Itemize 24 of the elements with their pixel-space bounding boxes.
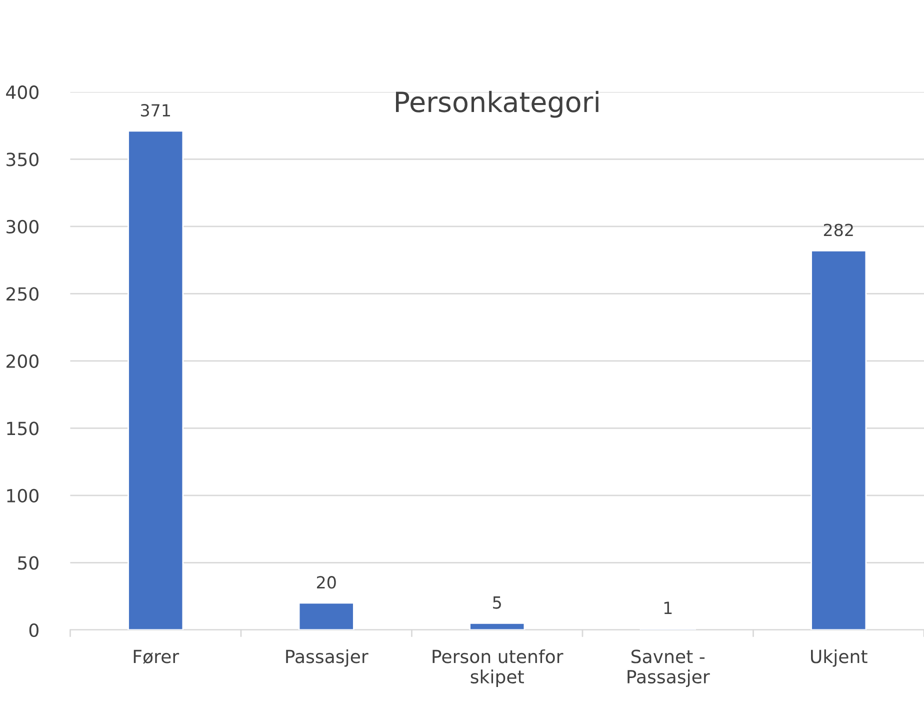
x-tick-label: Savnet - Passasjer: [628, 650, 710, 688]
x-tick-label: Person utenfor skipet: [432, 649, 564, 688]
bar: [810, 250, 867, 630]
data-label: 5: [493, 596, 501, 609]
x-tick-label: Passasjer: [286, 649, 368, 667]
y-tick-label: 100: [7, 488, 38, 503]
y-tick-label: 250: [6, 287, 38, 301]
y-tick-label: 150: [7, 422, 38, 436]
data-label: 20: [316, 576, 336, 589]
chart-title: Personkategori: [396, 90, 598, 118]
y-tick-label: 350: [6, 152, 38, 166]
bar: [469, 622, 526, 630]
data-label: 371: [140, 104, 170, 117]
y-tick-label: 0: [29, 623, 38, 637]
y-tick-label: 200: [6, 354, 38, 368]
x-tick-label: Ukjent: [811, 649, 868, 667]
x-tick-label: Fører: [134, 650, 180, 664]
y-tick-label: 400: [6, 85, 38, 100]
bar: [128, 130, 184, 630]
y-tick-label: 300: [6, 220, 38, 234]
bar: [298, 602, 354, 630]
data-label: 1: [664, 602, 672, 614]
y-tick-label: 50: [18, 556, 38, 570]
data-label: 282: [824, 224, 853, 236]
